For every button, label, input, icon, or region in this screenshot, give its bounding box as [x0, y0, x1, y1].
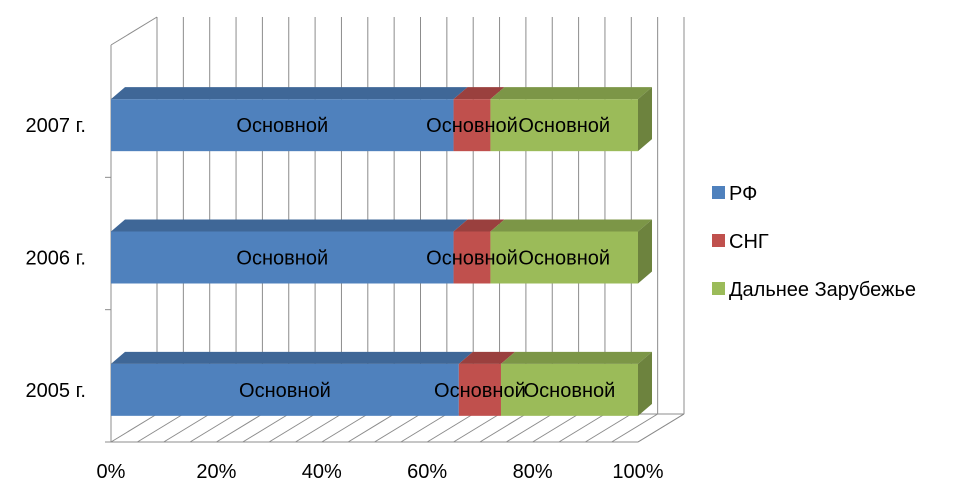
category-label: 2007 г. — [26, 115, 86, 137]
legend: РФ СНГ Дальнее Зарубежье — [712, 183, 916, 301]
bar-top — [453, 87, 505, 100]
data-label: Основной — [426, 248, 518, 270]
bar-top — [458, 351, 515, 364]
legend-label: РФ — [729, 183, 757, 205]
bar-front — [500, 363, 638, 416]
bar-top — [111, 351, 473, 364]
data-label: Основной — [236, 248, 328, 270]
bar-front — [111, 231, 454, 284]
gridline-floor — [295, 413, 342, 443]
data-label: Основной — [518, 115, 610, 137]
x-tick-label: 100% — [612, 461, 663, 483]
data-label: Основной — [426, 115, 518, 137]
gridline-floor — [137, 413, 184, 443]
bar-front — [453, 231, 491, 284]
x-tick-label: 0% — [97, 461, 126, 483]
data-label: Основной — [236, 115, 328, 137]
x-tick-label: 60% — [407, 461, 447, 483]
data-label: Основной — [518, 248, 610, 270]
bar-top — [111, 219, 468, 232]
gridline-floor — [558, 413, 606, 443]
gridline-floor — [532, 413, 579, 443]
gridline-floor — [479, 413, 527, 443]
bar-top — [490, 87, 652, 100]
gridline-floor — [110, 413, 158, 443]
data-label: Основной — [239, 380, 331, 402]
data-label: Основной — [434, 380, 526, 402]
bar-side — [638, 351, 652, 416]
gridline-floor — [216, 413, 263, 443]
bars — [111, 87, 652, 416]
bar-front — [490, 231, 638, 284]
bar-front — [111, 363, 459, 416]
gridline-floor — [321, 413, 369, 443]
legend-label: СНГ — [729, 231, 769, 253]
category-label: 2005 г. — [26, 380, 86, 402]
gridline-floor — [189, 413, 237, 443]
gridline-floor — [505, 413, 553, 443]
bar-top — [500, 351, 652, 364]
y-axis: 2005 г. 2006 г. 2007 г. — [26, 115, 111, 443]
bar-front — [111, 99, 454, 152]
gridline-floor — [426, 413, 474, 443]
gridline-floor — [453, 413, 500, 443]
gridline-floor — [374, 413, 421, 443]
bar-top — [111, 87, 468, 100]
x-tick-label: 20% — [196, 461, 236, 483]
bar-top — [490, 219, 652, 232]
bar-front — [490, 99, 638, 152]
bar-front — [458, 363, 501, 416]
x-tick-label: 40% — [302, 461, 342, 483]
bar-top — [453, 219, 505, 232]
gridline-floor — [637, 413, 685, 443]
gridline-floor — [163, 413, 210, 443]
side-wall-top-edge — [110, 16, 158, 46]
data-label: Основной — [524, 380, 616, 402]
category-label: 2006 г. — [26, 248, 86, 270]
x-axis: 0% 20% 40% 60% 80% 100% — [97, 461, 664, 483]
gridline-floor — [347, 413, 395, 443]
gridline-floor — [611, 413, 658, 443]
x-tick-label: 80% — [513, 461, 553, 483]
legend-label: Дальнее Зарубежье — [729, 279, 916, 301]
bar-side — [638, 219, 652, 284]
bar-side — [638, 87, 652, 152]
legend-swatch — [712, 234, 725, 247]
gridline-floor — [585, 413, 632, 443]
bar-front — [453, 99, 491, 152]
legend-swatch — [712, 282, 725, 295]
gridlines — [110, 17, 685, 443]
gridline-floor — [400, 413, 448, 443]
legend-swatch — [712, 186, 725, 199]
gridline-floor — [268, 413, 316, 443]
gridline-floor — [242, 413, 290, 443]
